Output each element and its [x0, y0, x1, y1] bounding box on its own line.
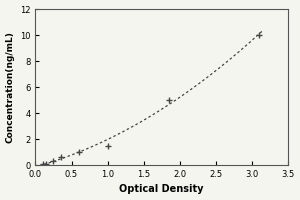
X-axis label: Optical Density: Optical Density [119, 184, 204, 194]
Y-axis label: Concentration(ng/mL): Concentration(ng/mL) [6, 31, 15, 143]
